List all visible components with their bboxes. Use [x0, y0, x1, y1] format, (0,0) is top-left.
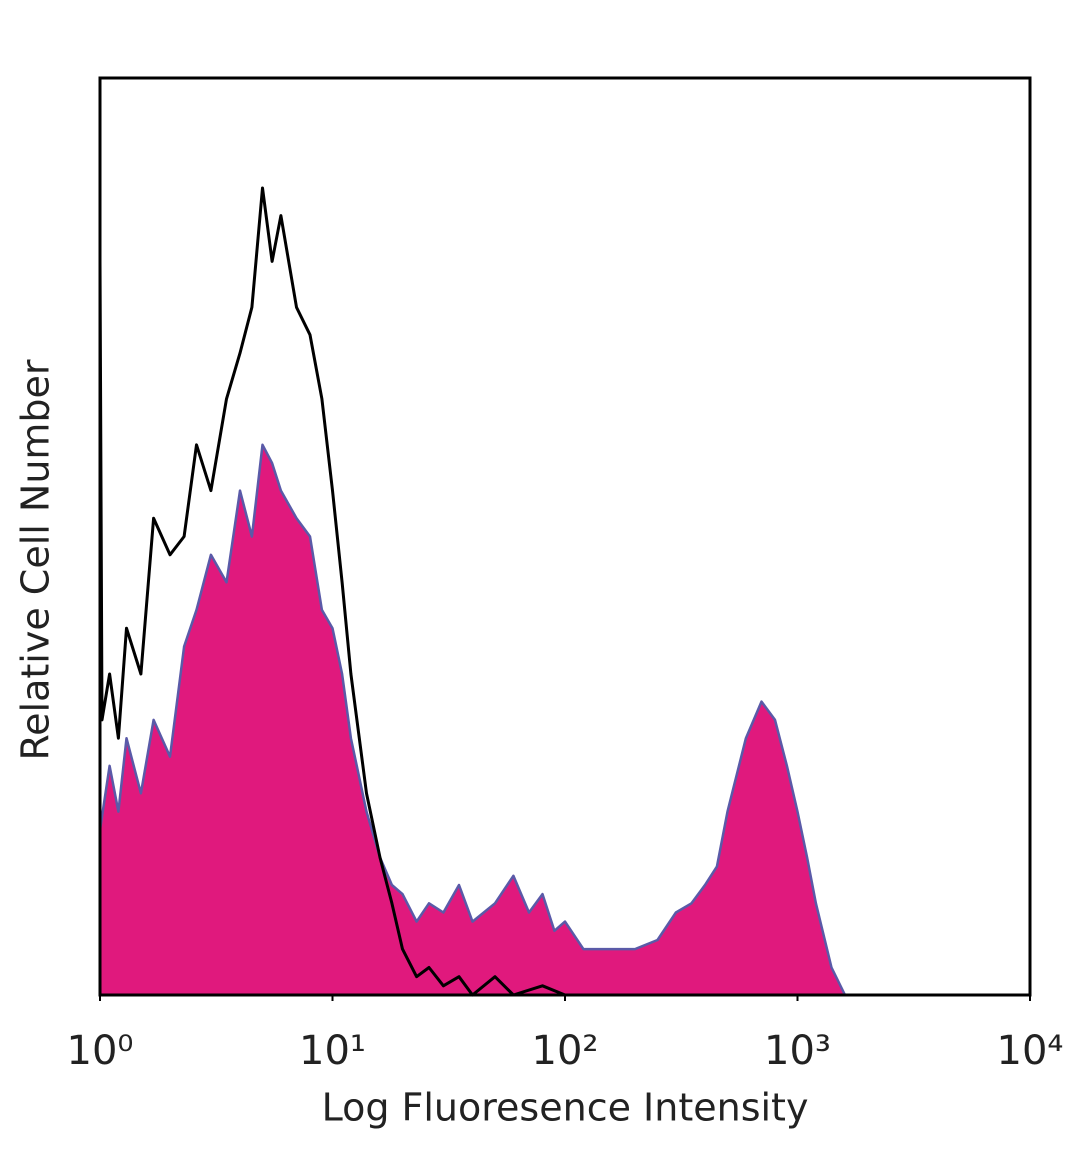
x-axis-label: Log Fluoresence Intensity	[322, 1086, 809, 1130]
x-tick-label: 10⁰	[67, 1028, 134, 1074]
x-tick-label: 10³	[764, 1028, 831, 1074]
line	[98, 443, 847, 996]
x-tick-label: 10²	[532, 1028, 599, 1074]
x-tick-label: 10¹	[299, 1028, 366, 1074]
line	[98, 186, 566, 997]
plot-frame	[98, 76, 1032, 997]
area	[100, 444, 845, 995]
y-axis-label: Relative Cell Number	[14, 359, 58, 760]
x-tick-label: 10⁴	[997, 1028, 1064, 1074]
